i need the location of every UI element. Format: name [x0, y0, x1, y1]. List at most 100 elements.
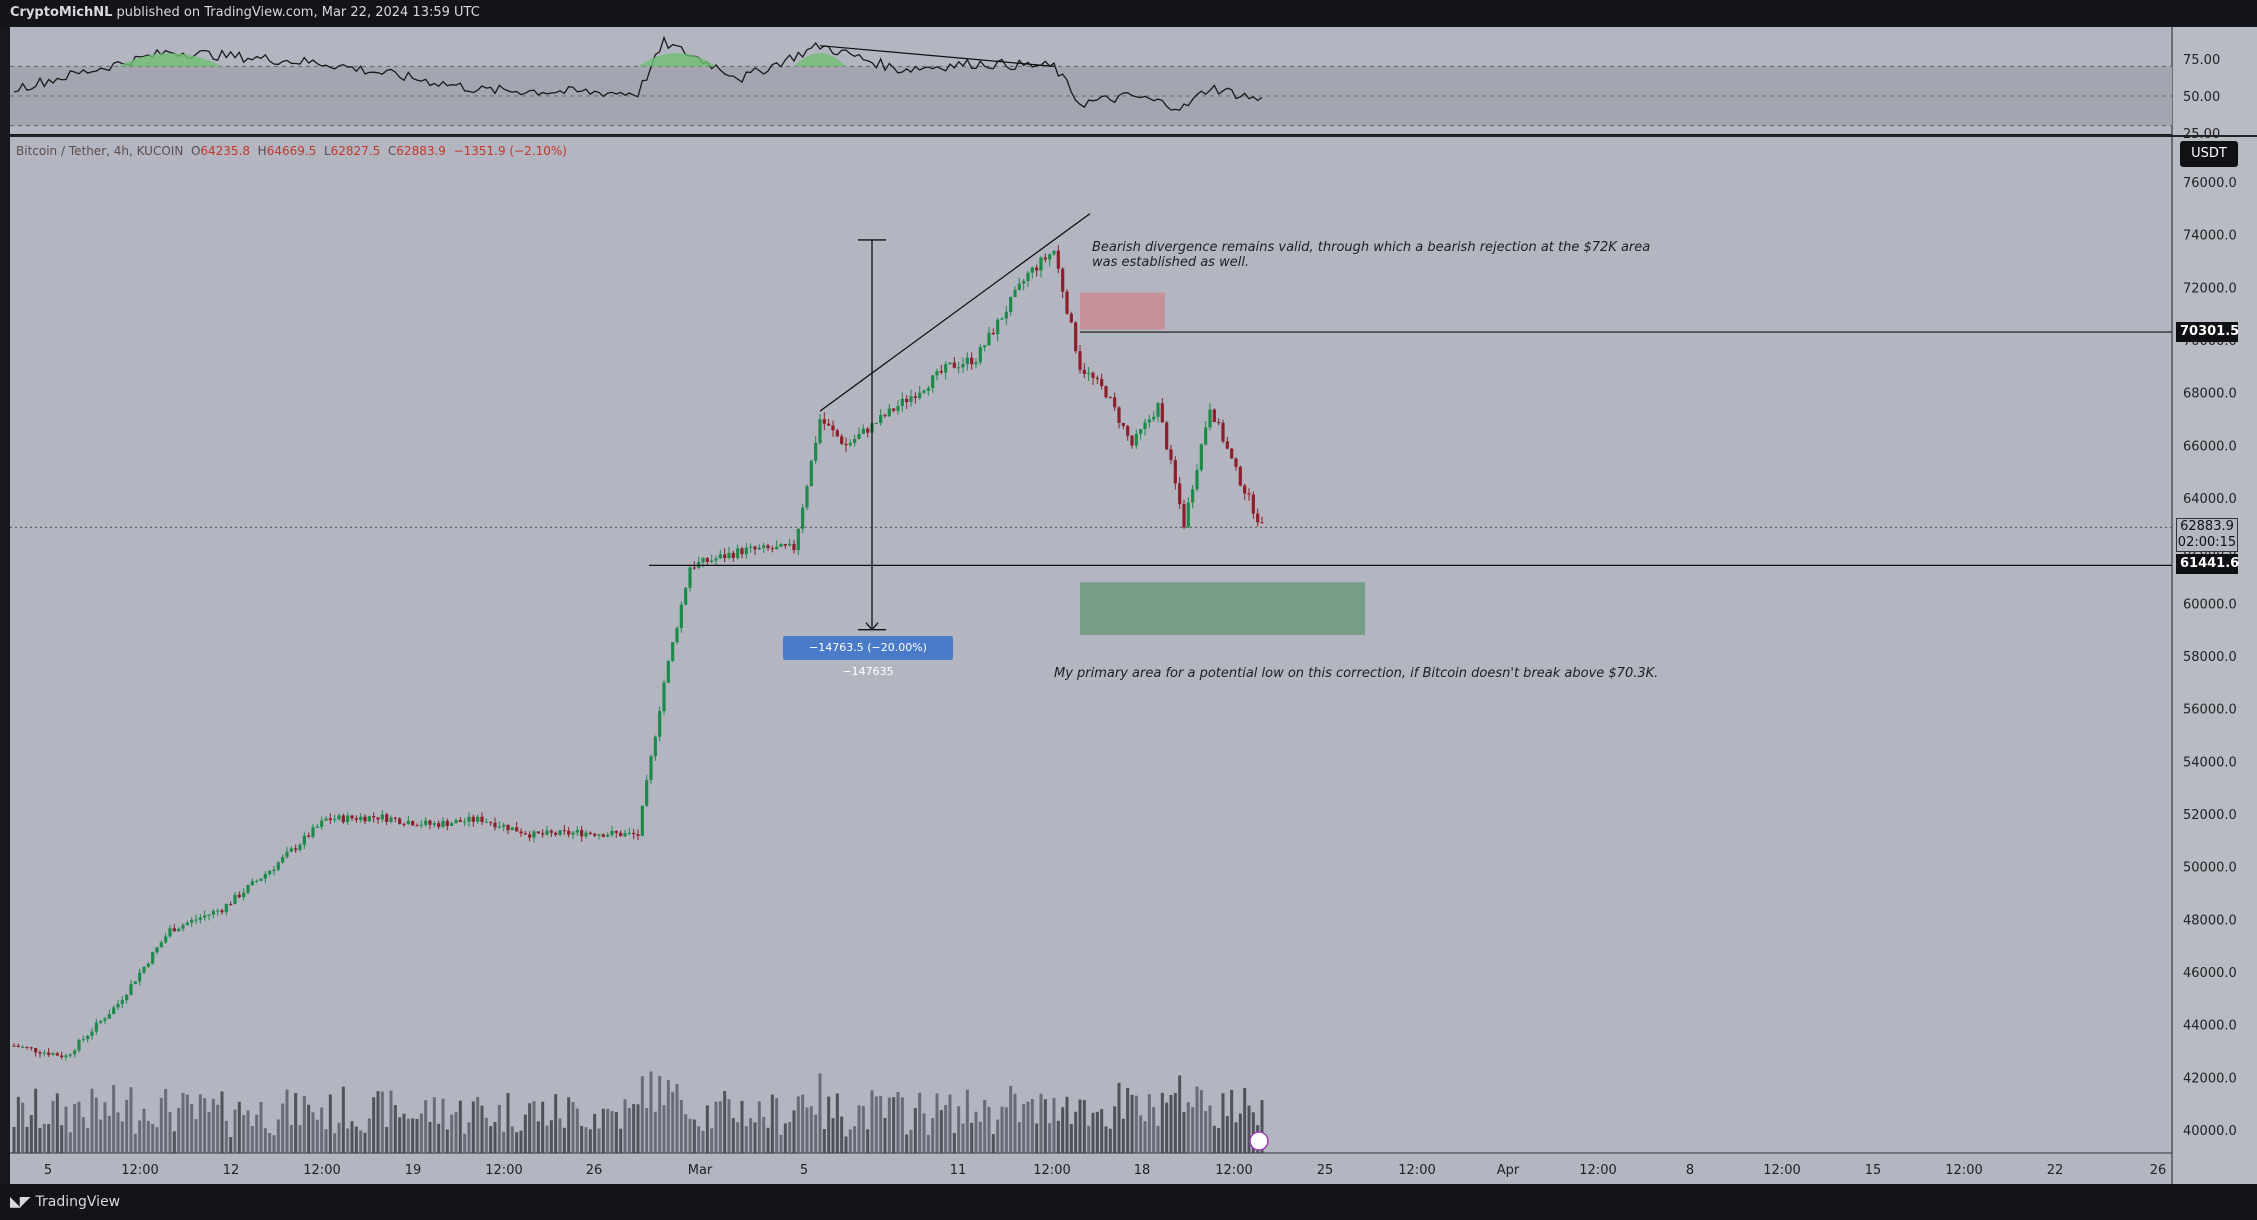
volume-bar — [1143, 1121, 1147, 1153]
volume-bar — [441, 1098, 445, 1153]
tradingview-logo-icon[interactable]: ◣◤ — [10, 1194, 31, 1210]
chart-svg[interactable]: 75.0050.0025.0076000.074000.072000.07000… — [0, 26, 2257, 1185]
candle — [237, 894, 241, 898]
volume-bar — [866, 1129, 870, 1153]
volume-bar — [133, 1133, 137, 1153]
candle — [450, 823, 454, 827]
volume-bar — [575, 1108, 579, 1153]
volume-bar — [198, 1094, 202, 1153]
volume-bar — [710, 1128, 714, 1153]
candle — [346, 815, 350, 823]
candle — [1000, 318, 1004, 320]
candle — [827, 423, 831, 426]
candle — [480, 816, 484, 822]
author-name[interactable]: CryptoMichNL — [10, 5, 113, 20]
volume-bar — [675, 1083, 679, 1153]
volume-bar — [887, 1097, 891, 1153]
candle — [1030, 267, 1034, 273]
candle — [1160, 403, 1164, 423]
divergence-annotation[interactable]: Bearish divergence remains valid, throug… — [1092, 240, 1650, 270]
volume-bar — [1230, 1089, 1234, 1153]
rsi-overbought-fill — [794, 53, 846, 67]
price-tick-label: 76000.0 — [2183, 176, 2237, 191]
price-tick-label: 48000.0 — [2183, 913, 2237, 928]
primary-area-annotation[interactable]: My primary area for a potential low on t… — [1054, 666, 1659, 681]
candle — [1113, 397, 1117, 408]
candle — [588, 832, 592, 834]
candle — [229, 904, 233, 906]
candle — [510, 827, 514, 831]
candle — [887, 408, 891, 417]
candle — [77, 1039, 81, 1051]
volume-bar — [1260, 1100, 1264, 1153]
candle — [428, 820, 432, 825]
volume-bar — [792, 1110, 796, 1153]
volume-bar — [554, 1094, 558, 1153]
volume-bar — [879, 1095, 883, 1153]
volume-bar — [580, 1125, 584, 1153]
volume-bar — [627, 1107, 631, 1153]
time-tick-label: 12:00 — [121, 1163, 158, 1178]
volume-bar — [155, 1127, 159, 1153]
time-tick-label: 12:00 — [1033, 1163, 1070, 1178]
currency-button[interactable]: USDT — [2180, 141, 2238, 167]
volume-bar — [1113, 1106, 1117, 1153]
candle — [359, 816, 363, 820]
resistance-price-tag: 70301.5 — [2176, 322, 2239, 342]
open-label: O — [190, 144, 201, 158]
candle — [320, 820, 324, 827]
volume-bar — [276, 1119, 280, 1153]
candle — [965, 357, 969, 365]
candle — [94, 1022, 98, 1032]
volume-bar — [814, 1114, 818, 1153]
volume-bar — [532, 1101, 536, 1153]
volume-bar — [636, 1104, 640, 1153]
volume-bar — [614, 1111, 618, 1153]
rsi-tick-label: 75.00 — [2183, 53, 2220, 68]
candle — [744, 547, 748, 555]
candle — [753, 546, 757, 550]
volume-bar — [510, 1126, 514, 1153]
volume-bar — [987, 1106, 991, 1153]
candle — [523, 833, 527, 835]
candle — [146, 963, 150, 967]
rsi-overbought-fill — [118, 53, 222, 67]
volume-bar — [376, 1091, 380, 1153]
candle — [731, 552, 735, 558]
candle — [372, 816, 376, 818]
volume-bar — [437, 1123, 441, 1153]
volume-bar — [1160, 1092, 1164, 1153]
volume-bar — [692, 1119, 696, 1153]
volume-bar — [957, 1106, 961, 1153]
primary-low-zone — [1080, 582, 1365, 635]
volume-bar — [714, 1101, 718, 1153]
brand-name[interactable]: TradingView — [35, 1194, 121, 1210]
candle — [471, 816, 475, 822]
volume-bar — [1048, 1123, 1052, 1153]
candle — [866, 428, 870, 433]
price-tick-label: 46000.0 — [2183, 966, 2237, 981]
volume-bar — [73, 1103, 77, 1153]
candle — [723, 554, 727, 559]
candle — [519, 831, 523, 834]
volume-bar — [740, 1100, 744, 1153]
candle — [913, 396, 917, 398]
volume-bar — [25, 1126, 29, 1153]
candle — [1173, 460, 1177, 484]
candle — [844, 443, 848, 446]
volume-bar — [1199, 1089, 1203, 1153]
candle — [263, 874, 267, 879]
volume-bar — [497, 1104, 501, 1153]
candle — [138, 972, 142, 982]
volume-bar — [216, 1104, 220, 1153]
measure-label[interactable]: −14763.5 (−20.00%) −147635 — [783, 636, 953, 678]
volume-bar — [190, 1104, 194, 1153]
candle — [476, 816, 480, 822]
volume-bar — [519, 1130, 523, 1153]
candle — [905, 398, 909, 403]
candle — [25, 1046, 29, 1048]
volume-bar — [662, 1105, 666, 1153]
candle — [974, 362, 978, 365]
volume-bar — [263, 1128, 267, 1153]
volume-bar — [168, 1112, 172, 1153]
